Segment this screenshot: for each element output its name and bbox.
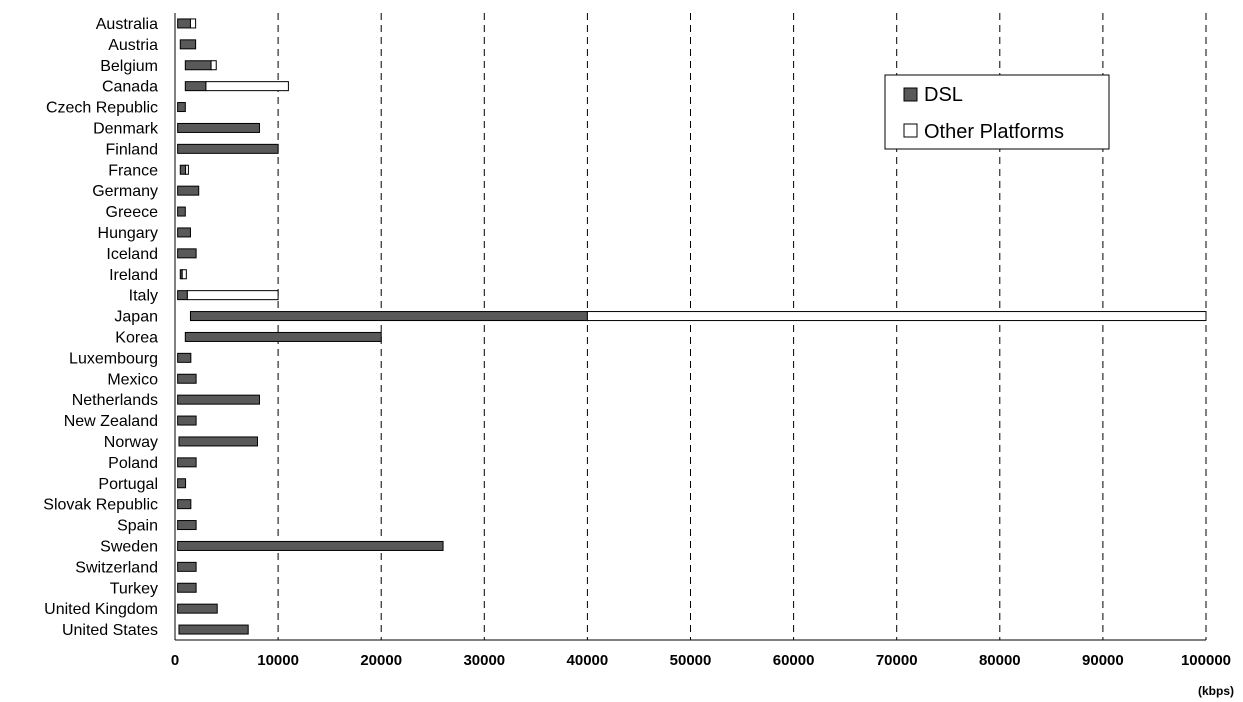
category-label-germany: Germany: [92, 183, 158, 200]
category-labels: Australia Austria Belgium Canada Czech Repub…: [43, 16, 159, 639]
x-tick-label-0: 0: [171, 652, 179, 669]
category-label-luxembourg: Luxembourg: [69, 350, 158, 367]
x-tick-label-80000: 80000: [979, 652, 1021, 669]
bar-dsl-australia: [177, 18, 191, 29]
category-label-belgium: Belgium: [100, 58, 158, 75]
category-label-united-states: United States: [62, 622, 158, 639]
bar-dsl-spain: [177, 520, 197, 531]
category-label-japan: Japan: [114, 309, 158, 326]
bar-dsl-portugal: [177, 478, 187, 489]
category-label-united-kingdom: United Kingdom: [44, 601, 158, 618]
x-tick-label-70000: 70000: [876, 652, 918, 669]
legend-label-other-platforms: Other Platforms: [924, 121, 1064, 143]
grid-lines: [277, 13, 1207, 640]
x-tick-label-50000: 50000: [670, 652, 712, 669]
bar-dsl-finland: [177, 143, 279, 154]
bar-dsl-iceland: [177, 248, 197, 259]
bar-dsl-hungary: [177, 227, 191, 238]
category-label-sweden: Sweden: [100, 538, 158, 555]
x-tick-label-30000: 30000: [463, 652, 505, 669]
bar-dsl-turkey: [177, 582, 197, 593]
category-label-australia: Australia: [96, 16, 158, 33]
x-tick-label-100000: 100000: [1181, 652, 1231, 669]
bar-dsl-denmark: [177, 122, 260, 133]
bar-dsl-japan: [189, 311, 588, 322]
bars: [177, 18, 1207, 635]
bar-dsl-poland: [177, 457, 197, 468]
legend-swatch-other-platforms: [903, 123, 918, 138]
category-label-turkey: Turkey: [110, 580, 158, 597]
bar-dsl-united-kingdom: [177, 603, 218, 614]
category-label-canada: Canada: [102, 79, 158, 96]
bar-other-platforms-australia: [189, 18, 197, 29]
bar-dsl-korea: [184, 331, 382, 342]
category-label-denmark: Denmark: [93, 120, 159, 137]
x-unit-label: (kbps): [1198, 684, 1234, 698]
bar-dsl-canada: [184, 81, 207, 92]
bar-other-platforms-ireland: [181, 269, 187, 280]
bar-dsl-czech-republic: [177, 102, 186, 113]
bar-dsl-slovak-republic: [177, 499, 192, 510]
bar-other-platforms-italy: [186, 290, 279, 301]
bar-dsl-new-zealand: [177, 415, 197, 426]
bar-other-platforms-canada: [205, 81, 289, 92]
bar-dsl-switzerland: [177, 561, 197, 572]
bar-dsl-italy: [177, 290, 188, 301]
bar-dsl-austria: [179, 39, 197, 50]
bar-dsl-greece: [177, 206, 186, 217]
category-label-portugal: Portugal: [98, 476, 158, 493]
category-label-netherlands: Netherlands: [72, 392, 158, 409]
bar-dsl-france: [179, 164, 187, 175]
category-label-mexico: Mexico: [107, 371, 158, 388]
category-label-france: France: [108, 162, 158, 179]
category-label-austria: Austria: [108, 37, 158, 54]
bar-other-platforms-japan: [586, 311, 1207, 322]
category-label-ireland: Ireland: [109, 267, 158, 284]
category-label-new-zealand: New Zealand: [64, 413, 158, 430]
x-tick-labels: 0 10000 20000 30000 40000 50000 60000 70000 8000…: [171, 652, 1231, 669]
x-tick-label-10000: 10000: [257, 652, 299, 669]
axes: [174, 13, 1206, 641]
category-label-finland: Finland: [106, 141, 158, 158]
x-tick-label-60000: 60000: [773, 652, 815, 669]
category-label-spain: Spain: [117, 518, 158, 535]
bar-dsl-norway: [178, 436, 258, 447]
x-tick-label-40000: 40000: [567, 652, 609, 669]
legend-label-dsl: DSL: [924, 84, 963, 106]
legend-swatch-dsl: [903, 87, 918, 102]
category-label-czech-republic: Czech Republic: [46, 100, 158, 117]
category-label-norway: Norway: [104, 434, 158, 451]
category-label-poland: Poland: [108, 455, 158, 472]
category-label-hungary: Hungary: [98, 225, 158, 242]
bar-other-platforms-belgium: [210, 60, 217, 71]
bar-dsl-belgium: [184, 60, 212, 71]
legend-box: [884, 74, 1110, 150]
category-label-slovak-republic: Slovak Republic: [43, 497, 158, 514]
category-label-italy: Italy: [129, 288, 158, 305]
bar-dsl-germany: [177, 185, 200, 196]
x-tick-label-90000: 90000: [1082, 652, 1124, 669]
x-tick-label-20000: 20000: [360, 652, 402, 669]
category-label-switzerland: Switzerland: [75, 559, 158, 576]
bar-dsl-mexico: [177, 373, 197, 384]
bar-other-platforms-france: [185, 164, 189, 175]
bar-dsl-united-states: [178, 624, 249, 635]
bar-dsl-sweden: [177, 540, 444, 551]
bar-dsl-netherlands: [177, 394, 260, 405]
category-label-iceland: Iceland: [106, 246, 158, 263]
category-label-greece: Greece: [106, 204, 159, 221]
legend: DSL Other Platforms: [884, 74, 1110, 150]
category-label-korea: Korea: [115, 329, 158, 346]
bar-dsl-luxembourg: [177, 352, 192, 363]
